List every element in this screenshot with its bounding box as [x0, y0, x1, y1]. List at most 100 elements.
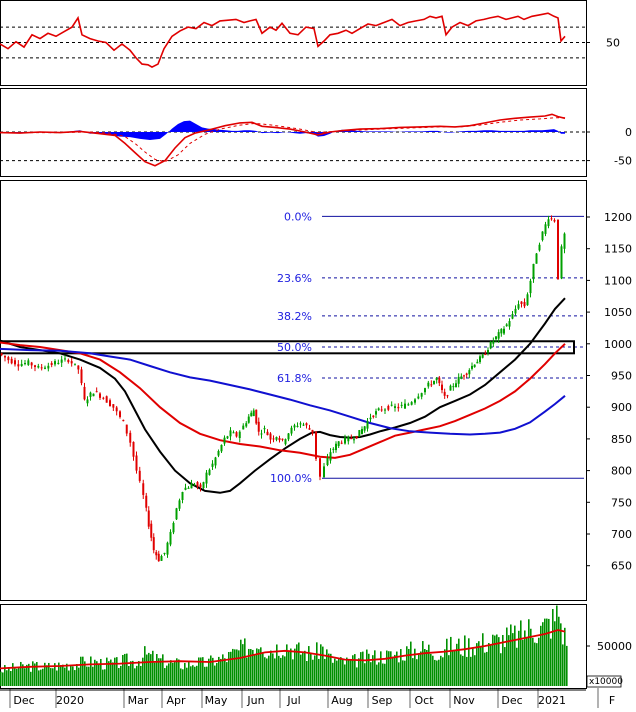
volume-bar — [450, 636, 452, 686]
volume-bar — [370, 662, 372, 686]
volume-bar — [164, 668, 166, 686]
candle-body — [535, 253, 538, 264]
candle-body — [487, 349, 489, 353]
volume-bar — [0, 671, 2, 686]
volume-bar — [184, 662, 186, 686]
volume-bar — [314, 655, 316, 686]
volume-bar — [560, 623, 562, 686]
fib-level-label: 38.2% — [277, 310, 312, 323]
candle-body — [511, 314, 514, 319]
volume-bar — [536, 643, 538, 686]
candle-body — [497, 332, 500, 339]
volume-bar — [328, 653, 330, 686]
candle-body — [4, 355, 6, 358]
volume-bar — [308, 646, 310, 686]
volume-bar — [26, 664, 28, 686]
volume-bar — [376, 664, 378, 686]
volume-bar — [122, 654, 124, 686]
volume-bar — [6, 670, 8, 686]
volume-bar — [432, 655, 434, 686]
candle-body — [208, 469, 211, 475]
candle-body — [242, 425, 245, 430]
volume-bar — [478, 641, 480, 686]
volume-ma-line — [0, 629, 566, 670]
volume-bar — [12, 663, 14, 686]
volume-bar — [20, 661, 22, 686]
volume-bar — [480, 646, 482, 686]
candle-body — [433, 380, 435, 385]
price-tick-label: 1050 — [604, 306, 632, 319]
candle-body — [394, 406, 396, 408]
volume-multiplier-label: x10000 — [589, 677, 623, 687]
volume-bar — [452, 651, 454, 686]
candle-body — [541, 231, 544, 241]
candle-body — [505, 324, 508, 327]
volume-bar — [42, 668, 44, 686]
candle-body — [369, 417, 372, 420]
candle-body — [175, 508, 178, 520]
ma-black-line — [0, 297, 566, 494]
volume-bar — [322, 646, 324, 686]
volume-bar — [52, 668, 54, 686]
volume-bar — [104, 669, 106, 686]
volume-bar — [508, 635, 510, 686]
volume-bar — [64, 667, 66, 686]
candle-body — [417, 396, 420, 399]
fib-level-label: 61.8% — [277, 372, 312, 385]
volume-bar — [472, 647, 474, 686]
candle-body — [457, 376, 460, 384]
candle-body — [77, 365, 80, 370]
volume-bar — [532, 637, 534, 686]
volume-bar — [394, 654, 396, 686]
volume-bar — [162, 654, 164, 686]
volume-bar — [100, 658, 102, 686]
volume-bar — [92, 666, 94, 686]
volume-bar — [404, 660, 406, 686]
candle-body — [47, 365, 50, 369]
candle-body — [532, 263, 535, 280]
candle-body — [390, 404, 393, 406]
volume-bar — [88, 666, 90, 686]
volume-bar — [338, 658, 340, 686]
volume-bar — [372, 655, 374, 686]
fib-level-label: 100.0% — [270, 472, 312, 485]
candle-body — [424, 388, 426, 393]
volume-bar — [498, 637, 500, 686]
price-tick-label: 950 — [611, 370, 632, 383]
volume-bar — [138, 661, 140, 686]
candle-body — [199, 484, 202, 488]
candle-body — [232, 432, 235, 434]
candle-body — [337, 441, 340, 447]
price-tick-label: 1000 — [604, 338, 632, 351]
volume-bar — [24, 668, 26, 686]
candle-body — [465, 373, 468, 375]
volume-bar — [244, 638, 246, 686]
volume-bar — [282, 655, 284, 686]
candle-body — [54, 361, 56, 365]
volume-bar — [30, 671, 32, 686]
candle-body — [311, 429, 314, 434]
volume-bar — [116, 657, 118, 686]
volume-bar — [462, 655, 464, 686]
volume-bar — [76, 664, 78, 686]
volume-bar — [202, 657, 204, 686]
volume-bar — [178, 659, 180, 686]
volume-bar — [156, 654, 158, 686]
volume-bar — [166, 665, 168, 686]
candle-body — [150, 523, 153, 538]
volume-bar — [232, 648, 234, 686]
volume-bar — [318, 658, 320, 686]
candle-body — [560, 246, 563, 279]
volume-bar — [84, 661, 86, 686]
volume-bar — [310, 653, 312, 686]
candle-body — [30, 362, 33, 366]
candle-body — [446, 395, 449, 397]
price-tick-label: 1200 — [604, 211, 632, 224]
volume-bar — [396, 651, 398, 686]
volume-multiplier-box — [586, 675, 622, 688]
candle-body — [375, 411, 377, 415]
candle-body — [205, 472, 208, 484]
volume-bar — [566, 645, 568, 686]
volume-bar — [234, 649, 236, 686]
volume-bar — [476, 643, 478, 686]
